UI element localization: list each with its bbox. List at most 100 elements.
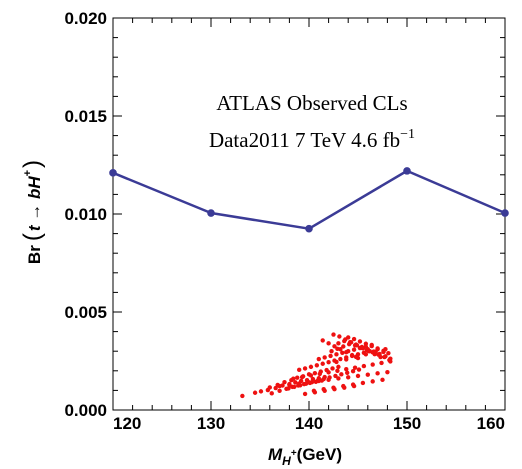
- scatter-point: [312, 390, 318, 395]
- scatter-point: [335, 368, 340, 373]
- scatter-point: [258, 389, 264, 394]
- scatter-point: [345, 370, 350, 375]
- scatter-point: [252, 390, 258, 395]
- scatter-point: [287, 382, 292, 388]
- y-axis-label-inner: t → bH: [25, 176, 44, 231]
- annotation-line2: Data2011 7 TeV 4.6 fb−1: [209, 127, 415, 152]
- scatter-point: [386, 350, 391, 356]
- scatter-point: [326, 341, 331, 346]
- scatter-point: [269, 391, 274, 396]
- scatter-point: [344, 357, 349, 362]
- scatter-point: [306, 380, 312, 385]
- scatter-point: [340, 350, 345, 355]
- scatter-point: [383, 347, 388, 352]
- annotation-line2-text: Data2011 7 TeV 4.6 fb: [209, 128, 400, 152]
- limit-point: [403, 167, 411, 175]
- y-axis-label-prefix: Br: [25, 245, 44, 264]
- scatter-point: [360, 380, 366, 386]
- scatter-point: [320, 361, 325, 366]
- scatter-point: [321, 376, 326, 382]
- scatter-point: [308, 364, 314, 370]
- scatter-point: [297, 381, 302, 386]
- scatter-point: [349, 352, 355, 358]
- limit-point: [207, 209, 215, 217]
- limit-point: [109, 169, 117, 177]
- scatter-point: [336, 376, 341, 381]
- scatter-point: [334, 352, 339, 357]
- scatter-point: [352, 365, 358, 370]
- y-tick-label: 0.000: [64, 401, 107, 420]
- y-axis-label-sup: +: [22, 170, 34, 176]
- x-tick-label: 130: [197, 414, 225, 433]
- scatter-point: [380, 377, 385, 383]
- limit-point: [501, 209, 509, 217]
- scatter-point: [317, 371, 322, 377]
- scatter-point: [292, 384, 297, 390]
- scatter-point: [322, 355, 327, 360]
- y-tick-label: 0.020: [64, 9, 107, 28]
- scatter-point: [363, 341, 369, 346]
- scatter-point: [379, 360, 384, 366]
- scatter-point: [344, 349, 349, 355]
- scatter-point: [353, 354, 359, 360]
- scatter-point: [299, 374, 305, 380]
- scatter-point: [293, 380, 298, 385]
- scatter-point: [388, 359, 393, 364]
- scatter-point: [375, 371, 380, 376]
- y-axis-label: Br (t → bH+): [19, 160, 46, 264]
- y-axis-ticks: 0.000 0.005 0.010 0.015 0.020: [64, 9, 505, 420]
- x-tick-label: 140: [295, 414, 323, 433]
- scatter-point: [267, 385, 272, 390]
- limit-line: [112, 169, 506, 230]
- scatter-point: [314, 363, 320, 368]
- scatter-point: [351, 383, 357, 389]
- scatter-point: [354, 343, 360, 348]
- scatter-point: [316, 356, 321, 362]
- y-tick-label: 0.010: [64, 205, 107, 224]
- scatter-point: [332, 387, 337, 392]
- scatter-point: [331, 332, 336, 337]
- scatter-point: [330, 366, 335, 371]
- scatter-point: [282, 379, 287, 385]
- scatter-point: [385, 369, 390, 375]
- x-axis-label-sub: H: [282, 454, 291, 468]
- scatter-point: [342, 385, 347, 390]
- scatter-point: [326, 359, 331, 365]
- scatter-point: [346, 375, 351, 380]
- annotation-line2-superscript: −1: [400, 127, 415, 142]
- x-axis-label-unit: (GeV): [297, 445, 342, 464]
- scatter-point: [322, 388, 327, 393]
- scatter-point: [378, 354, 383, 360]
- x-axis-label: MH+(GeV): [268, 445, 342, 468]
- x-tick-label: 120: [113, 414, 141, 433]
- scatter-point: [312, 370, 318, 376]
- scatter-point: [375, 346, 380, 351]
- scatter-point: [333, 373, 338, 379]
- x-axis-label-subsup: +: [291, 448, 297, 459]
- scatter-point: [326, 377, 331, 383]
- scatter-point: [308, 373, 314, 378]
- scatter-point: [320, 338, 325, 343]
- x-axis-label-main: M: [268, 445, 283, 464]
- scatter-point: [339, 372, 344, 377]
- scatter-point: [277, 383, 282, 389]
- scatter-point: [336, 364, 341, 370]
- scatter-point: [344, 367, 349, 372]
- scatter-point: [297, 367, 302, 373]
- scatter-point: [370, 379, 375, 384]
- scatter-point: [361, 363, 367, 369]
- scatter-point: [373, 349, 378, 354]
- scatter-point: [329, 349, 334, 354]
- scatter-point: [277, 388, 282, 393]
- scatter-point: [240, 393, 245, 399]
- scatter-point: [350, 368, 356, 374]
- scatter-point: [348, 340, 354, 345]
- scatter-point: [383, 354, 388, 359]
- y-tick-label: 0.015: [64, 107, 107, 126]
- scatter-point: [370, 362, 375, 367]
- scatter-point: [302, 391, 308, 397]
- scatter-point: [316, 378, 321, 384]
- scatter-point: [355, 373, 361, 379]
- scatter-point: [351, 336, 357, 342]
